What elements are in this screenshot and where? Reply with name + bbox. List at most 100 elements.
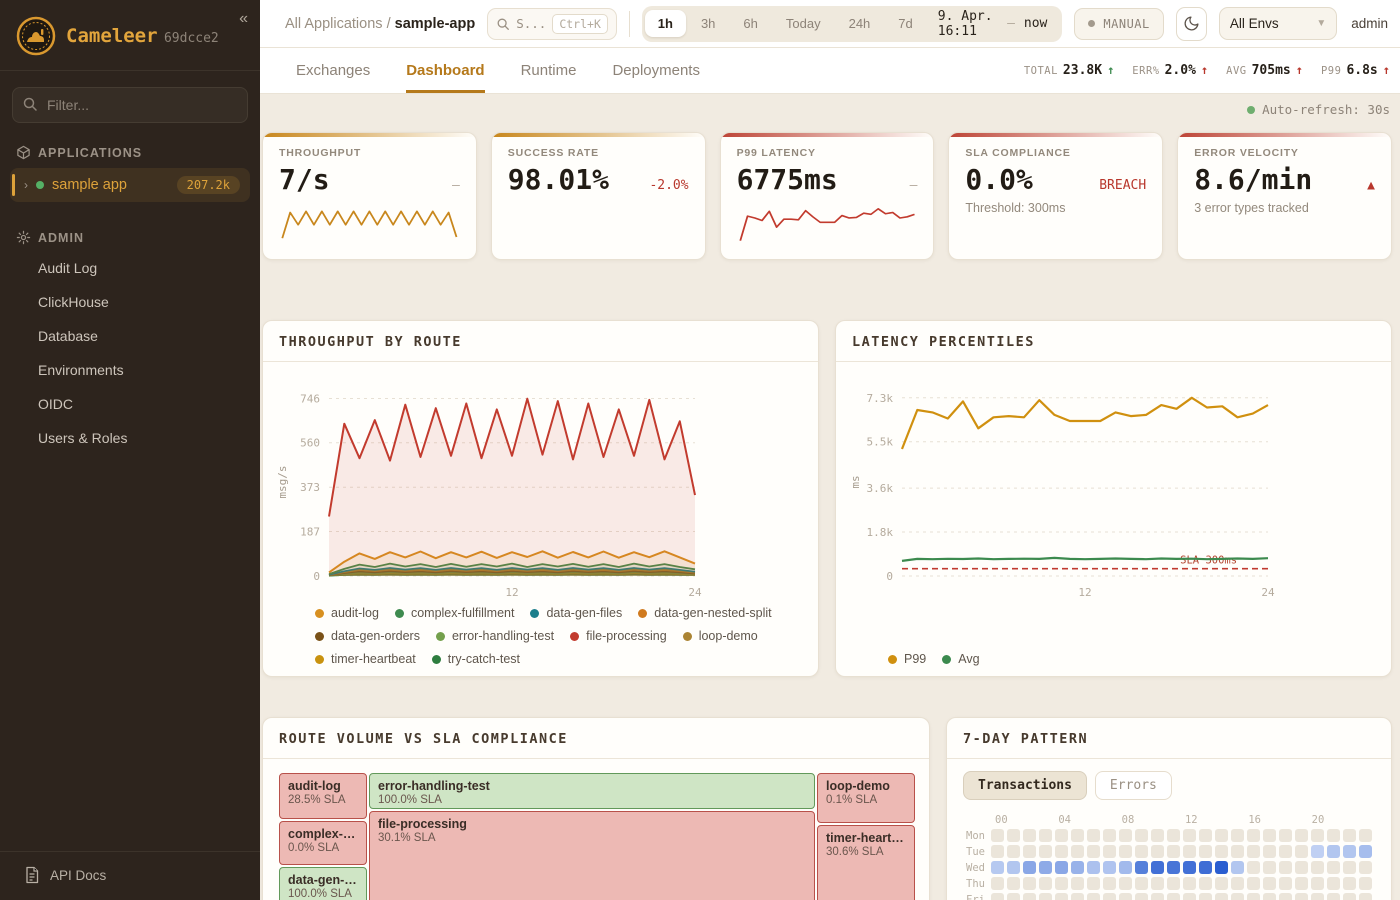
heatmap-cell [1007, 877, 1020, 890]
treemap-cell-error-handling-test[interactable]: error-handling-test100.0% SLA [369, 773, 815, 809]
heatmap-cell [1279, 893, 1292, 900]
legend-item-data-gen-nested-split[interactable]: data-gen-nested-split [638, 606, 771, 620]
sidebar-item-api-docs[interactable]: API Docs [0, 851, 260, 900]
legend-item-loop-demo[interactable]: loop-demo [683, 629, 758, 643]
legend-item-data-gen-orders[interactable]: data-gen-orders [315, 629, 420, 643]
legend-item-error-handling-test[interactable]: error-handling-test [436, 629, 554, 643]
legend-item-file-processing[interactable]: file-processing [570, 629, 667, 643]
time-range-today[interactable]: Today [773, 10, 834, 37]
heatmap-cell [1247, 893, 1260, 900]
sidebar-item-users-roles[interactable]: Users & Roles [0, 421, 260, 455]
filter-input[interactable] [12, 87, 248, 123]
global-search[interactable]: S... Ctrl+K [487, 8, 617, 40]
heatmap-cell [1151, 829, 1164, 842]
sidebar-collapse-icon[interactable]: « [239, 10, 248, 28]
time-separator: – [1007, 16, 1015, 31]
heatmap-wrap: TransactionsErrors 000408121620MonTueWed… [963, 771, 1375, 900]
legend-label: audit-log [331, 606, 379, 620]
legend-dot-icon [315, 609, 324, 618]
heatmap-cell [1279, 861, 1292, 874]
legend-item-try-catch-test[interactable]: try-catch-test [432, 652, 520, 666]
heatmap-cell [1247, 845, 1260, 858]
theme-toggle-button[interactable] [1176, 7, 1207, 41]
treemap-cell-complex-fulfil-[interactable]: complex-fulfil...0.0% SLA [279, 821, 367, 865]
svg-text:12: 12 [1078, 586, 1091, 599]
heatmap-cell [1055, 861, 1068, 874]
stat-err: ERR%2.0%↑ [1132, 63, 1208, 78]
env-select[interactable]: All Envs ▼ [1219, 7, 1337, 40]
legend-item-timer-heartbeat[interactable]: timer-heartbeat [315, 652, 416, 666]
sidebar-item-sample-app[interactable]: › sample app 207.2k [10, 168, 250, 202]
legend-dot-icon [942, 655, 951, 664]
legend-item-p99[interactable]: P99 [888, 652, 926, 666]
legend-dot-icon [638, 609, 647, 618]
legend-item-avg[interactable]: Avg [942, 652, 979, 666]
heatmap-toggle-transactions[interactable]: Transactions [963, 771, 1087, 800]
treemap-cell-data-gen-files[interactable]: data-gen-files100.0% SLA [279, 867, 367, 900]
sidebar-item-environments[interactable]: Environments [0, 353, 260, 387]
treemap-cell-sla: 30.6% SLA [826, 846, 906, 858]
heatmap-cell [1183, 877, 1196, 890]
tab-deployments[interactable]: Deployments [612, 48, 700, 93]
heatmap-row-mon: Mon [963, 829, 1375, 842]
applications-section-label: APPLICATIONS [0, 133, 260, 166]
time-range-6h[interactable]: 6h [730, 10, 770, 37]
manual-refresh-button[interactable]: MANUAL [1074, 8, 1163, 40]
breadcrumb-root[interactable]: All Applications [285, 16, 383, 32]
svg-text:24: 24 [1261, 586, 1275, 599]
stat-label: AVG [1226, 65, 1246, 77]
legend-label: complex-fulfillment [411, 606, 515, 620]
heatmap-cell [1311, 893, 1324, 900]
time-range-24h[interactable]: 24h [836, 10, 884, 37]
chevron-right-icon[interactable]: › [24, 178, 28, 192]
heatmap-toggle-errors[interactable]: Errors [1095, 771, 1172, 800]
admin-label: ADMIN [38, 231, 84, 245]
treemap-cell-name: loop-demo [826, 779, 906, 793]
heatmap-cell [1327, 861, 1340, 874]
heatmap-cell [1055, 877, 1068, 890]
time-range-1h[interactable]: 1h [645, 10, 686, 37]
legend-label: file-processing [586, 629, 667, 643]
sidebar-item-database[interactable]: Database [0, 319, 260, 353]
svg-text:12: 12 [505, 586, 518, 599]
legend-label: loop-demo [699, 629, 758, 643]
svg-text:0: 0 [886, 570, 893, 583]
sidebar-item-clickhouse[interactable]: ClickHouse [0, 285, 260, 319]
tab-runtime[interactable]: Runtime [521, 48, 577, 93]
legend-item-complex-fulfillment[interactable]: complex-fulfillment [395, 606, 515, 620]
dashboard-content: Auto-refresh: 30s THROUGHPUT7/s–SUCCESS … [260, 94, 1400, 900]
card-body: THROUGHPUT7/s– [263, 137, 476, 259]
treemap-cell-loop-demo[interactable]: loop-demo0.1% SLA [817, 773, 915, 823]
treemap-cell-file-processing[interactable]: file-processing30.1% SLA [369, 811, 815, 900]
api-docs-label: API Docs [50, 868, 106, 883]
sidebar-item-oidc[interactable]: OIDC [0, 387, 260, 421]
heatmap-cell [1343, 829, 1356, 842]
time-range-3h[interactable]: 3h [688, 10, 728, 37]
card-value-row: 7/s– [279, 163, 460, 196]
kpi-card-success-rate: SUCCESS RATE98.01%-2.0% [491, 132, 706, 260]
svg-text:SLA 300ms: SLA 300ms [1180, 555, 1237, 567]
heatmap-cell [1215, 861, 1228, 874]
latency-chart: 01.8k3.6k5.5k7.3k1224msSLA 300ms [836, 362, 1391, 650]
treemap-cell-name: complex-fulfil... [288, 827, 358, 841]
legend-item-data-gen-files[interactable]: data-gen-files [530, 606, 622, 620]
sidebar-item-audit-log[interactable]: Audit Log [0, 251, 260, 285]
treemap-cell-audit-log[interactable]: audit-log28.5% SLA [279, 773, 367, 819]
time-display[interactable]: 9. Apr. 16:11 – now [928, 9, 1060, 39]
heatmap-cell [1023, 877, 1036, 890]
card-delta: ▲ [1367, 178, 1375, 193]
legend-item-audit-log[interactable]: audit-log [315, 606, 379, 620]
time-range-7d[interactable]: 7d [885, 10, 925, 37]
time-range-group: 1h3h6hToday24h7d 9. Apr. 16:11 – now [642, 6, 1063, 42]
tab-dashboard[interactable]: Dashboard [406, 48, 484, 93]
kpi-card-sla-compliance: SLA COMPLIANCE0.0%BREACHThreshold: 300ms [948, 132, 1163, 260]
tab-exchanges[interactable]: Exchanges [296, 48, 370, 93]
card-value: 0.0% [965, 163, 1032, 196]
cameleer-logo-icon [16, 16, 56, 56]
heatmap-cell [1183, 845, 1196, 858]
card-body: P99 LATENCY6775ms– [721, 137, 934, 259]
heatmap-cell [1247, 861, 1260, 874]
treemap-cell-timer-heartbeat[interactable]: timer-heartbeat30.6% SLA [817, 825, 915, 900]
heatmap-cell [1311, 829, 1324, 842]
legend-dot-icon [570, 632, 579, 641]
